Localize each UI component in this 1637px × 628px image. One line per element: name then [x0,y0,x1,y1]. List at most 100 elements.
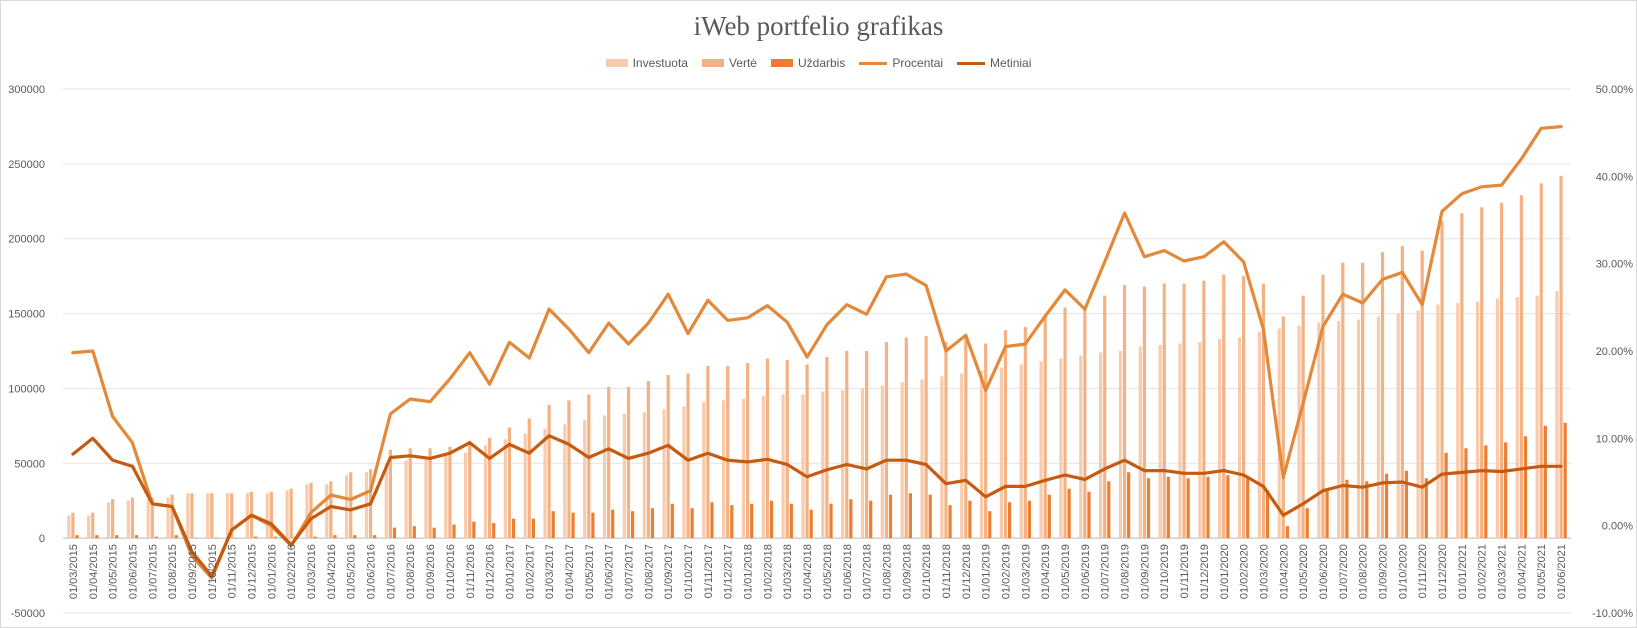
x-tick-label: 01/02/2019 [1001,544,1013,599]
legend-item: Investuota [605,56,688,70]
bar-investuota [622,413,626,539]
x-tick-label: 01/08/2015 [167,544,179,599]
bar-vertė [726,365,730,539]
bar-vertė [547,404,551,539]
y-tick-label: 300000 [8,84,45,96]
bar-investuota [563,424,567,539]
bar-investuota [781,394,785,539]
y2-tick-label: 30.00% [1596,259,1634,271]
bar-investuota [602,415,607,539]
bar-vertė [1539,183,1543,539]
bar-uždarbis [888,494,893,539]
bar-vertė [150,497,154,539]
x-tick-label: 01/12/2019 [1199,544,1211,599]
bar-investuota [1079,355,1083,539]
bar-uždarbis [551,511,555,539]
legend-swatch [701,59,724,67]
bar-vertė [666,374,670,539]
x-tick-label: 01/01/2018 [743,544,755,599]
bar-uždarbis [1385,473,1389,539]
x-tick-label: 01/04/2017 [564,544,576,599]
y-tick-label: 50000 [14,458,45,470]
bar-vertė [1400,246,1404,539]
bar-vertė [845,351,849,539]
bar-uždarbis [1484,445,1488,539]
bar-vertė [448,446,452,539]
bar-uždarbis [492,523,496,539]
x-tick-label: 01/11/2019 [1179,544,1191,598]
bar-investuota [464,452,468,539]
bar-uždarbis [1087,491,1091,539]
bar-uždarbis [1345,479,1349,539]
bar-uždarbis [273,536,278,539]
bar-investuota [166,497,170,539]
bar-uždarbis [1563,422,1567,539]
x-tick-label: 01/08/2017 [643,544,655,599]
bar-vertė [1162,283,1166,539]
y2-tick-label: -10.00% [1592,608,1633,620]
y2-tick-label: 0.00% [1602,521,1633,533]
bar-investuota [1237,337,1242,539]
bar-uždarbis [95,535,99,539]
bar-uždarbis [1444,452,1448,539]
x-tick-label: 01/01/2019 [981,544,993,599]
bar-uždarbis [234,538,238,539]
x-tick-label: 01/04/2015 [88,544,100,599]
bar-vertė [269,491,273,539]
bar-investuota [761,395,765,539]
bar-uždarbis [571,512,575,539]
bar-investuota [206,493,210,539]
x-tick-label: 01/12/2018 [961,544,973,599]
x-tick-label: 01/10/2020 [1397,544,1409,599]
bar-uždarbis [710,502,714,539]
bar-uždarbis [154,536,158,539]
y2-tick-label: 20.00% [1596,346,1634,358]
bar-vertė [1321,274,1325,539]
bar-investuota [722,400,726,539]
x-tick-label: 01/06/2020 [1318,544,1330,599]
x-tick-label: 01/02/2020 [1239,544,1251,599]
x-tick-label: 01/11/2015 [227,544,239,598]
legend-swatch [770,59,793,67]
x-tick-label: 01/06/2017 [604,544,616,599]
bar-uždarbis [134,535,139,539]
bar-vertė [686,373,690,539]
bar-investuota [126,500,130,539]
bar-vertė [984,343,988,539]
x-tick-label: 01/07/2018 [862,544,874,599]
bar-investuota [225,493,230,539]
x-tick-label: 01/10/2015 [207,544,219,599]
bar-uždarbis [1206,476,1210,539]
bar-investuota [523,433,527,539]
bar-vertė [329,481,333,539]
bar-investuota [999,367,1003,539]
chart-title: iWeb portfelio grafikas [693,11,944,41]
bar-uždarbis [1146,478,1151,539]
x-tick-label: 01/03/2020 [1258,544,1270,599]
bar-vertė [428,448,432,539]
y2-tick-label: 40.00% [1596,171,1634,183]
bar-investuota [1218,339,1222,539]
bar-vertė [210,493,214,539]
bar-uždarbis [928,494,932,539]
bar-uždarbis [373,535,377,539]
bar-uždarbis [452,524,456,539]
bar-vertė [1440,220,1444,539]
bar-vertė [349,472,353,539]
bar-uždarbis [333,535,337,539]
bar-vertė [1063,307,1067,539]
bar-investuota [1337,321,1341,539]
bar-investuota [67,515,71,539]
legend-label: Uždarbis [797,56,846,70]
bar-investuota [1138,346,1142,539]
bar-investuota [1436,304,1440,539]
bar-investuota [1515,297,1519,539]
x-tick-label: 01/10/2017 [683,544,695,599]
x-tick-label: 01/08/2019 [1120,544,1132,599]
bar-uždarbis [769,500,774,539]
bar-investuota [285,490,289,539]
legend-label: Procentai [892,56,944,70]
x-tick-label: 01/06/2018 [842,544,854,599]
bar-vertė [785,359,789,539]
bar-uždarbis [174,535,178,539]
